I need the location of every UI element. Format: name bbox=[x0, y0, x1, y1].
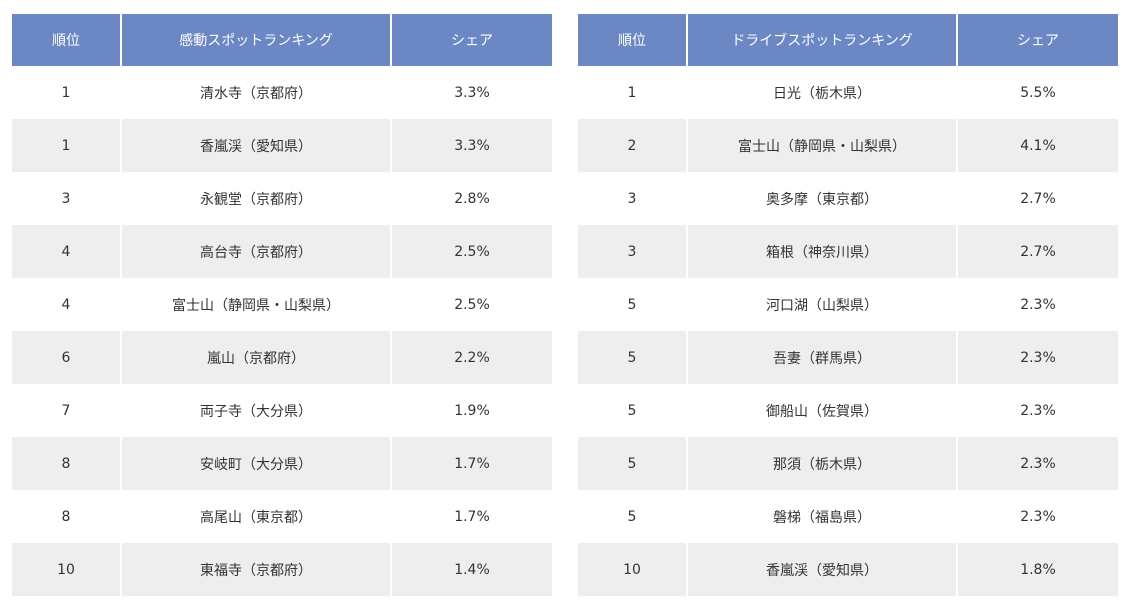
spot-name-cell: 高尾山（東京都） bbox=[121, 490, 392, 543]
rank-cell: 6 bbox=[12, 331, 122, 384]
spot-name-cell: 日光（栃木県） bbox=[687, 66, 958, 119]
rank-column-header: 順位 bbox=[12, 14, 122, 66]
spot-name-cell: 香嵐渓（愛知県） bbox=[687, 543, 958, 596]
table-row: 5 磐梯（福島県） 2.3% bbox=[578, 490, 1118, 543]
spot-name-cell: 那須（栃木県） bbox=[687, 437, 958, 490]
spot-name-cell: 清水寺（京都府） bbox=[121, 66, 392, 119]
spot-name-cell: 東福寺（京都府） bbox=[121, 543, 392, 596]
rank-cell: 1 bbox=[12, 66, 122, 119]
share-cell: 1.9% bbox=[391, 384, 552, 437]
rank-cell: 10 bbox=[12, 543, 122, 596]
rank-cell: 4 bbox=[12, 278, 122, 331]
rank-cell: 5 bbox=[578, 384, 688, 437]
table-row: 10 香嵐渓（愛知県） 1.8% bbox=[578, 543, 1118, 596]
spot-name-cell: 箱根（神奈川県） bbox=[687, 225, 958, 278]
share-cell: 2.3% bbox=[957, 331, 1118, 384]
table-row: 5 河口湖（山梨県） 2.3% bbox=[578, 278, 1118, 331]
spot-name-cell: 香嵐渓（愛知県） bbox=[121, 119, 392, 172]
rank-cell: 3 bbox=[578, 225, 688, 278]
share-cell: 2.7% bbox=[957, 225, 1118, 278]
share-cell: 2.8% bbox=[391, 172, 552, 225]
share-cell: 1.4% bbox=[391, 543, 552, 596]
rank-cell: 8 bbox=[12, 437, 122, 490]
rank-cell: 5 bbox=[578, 331, 688, 384]
spot-name-cell: 河口湖（山梨県） bbox=[687, 278, 958, 331]
share-cell: 1.7% bbox=[391, 490, 552, 543]
share-cell: 2.5% bbox=[391, 225, 552, 278]
share-cell: 5.5% bbox=[957, 66, 1118, 119]
table-row: 7 両子寺（大分県） 1.9% bbox=[12, 384, 552, 437]
spot-name-cell: 吾妻（群馬県） bbox=[687, 331, 958, 384]
share-cell: 4.1% bbox=[957, 119, 1118, 172]
table-row: 3 永観堂（京都府） 2.8% bbox=[12, 172, 552, 225]
spot-name-cell: 安岐町（大分県） bbox=[121, 437, 392, 490]
drive-spot-ranking-table: 順位 ドライブスポットランキング シェア 1 日光（栃木県） 5.5% 2 富士… bbox=[578, 14, 1118, 596]
table-header-row: 順位 ドライブスポットランキング シェア bbox=[578, 14, 1118, 66]
table-row: 1 香嵐渓（愛知県） 3.3% bbox=[12, 119, 552, 172]
table-row: 5 吾妻（群馬県） 2.3% bbox=[578, 331, 1118, 384]
rank-cell: 3 bbox=[578, 172, 688, 225]
share-cell: 2.2% bbox=[391, 331, 552, 384]
rank-cell: 10 bbox=[578, 543, 688, 596]
table-row: 10 東福寺（京都府） 1.4% bbox=[12, 543, 552, 596]
share-cell: 2.7% bbox=[957, 172, 1118, 225]
rank-cell: 7 bbox=[12, 384, 122, 437]
spot-name-cell: 高台寺（京都府） bbox=[121, 225, 392, 278]
share-cell: 2.5% bbox=[391, 278, 552, 331]
rank-cell: 2 bbox=[578, 119, 688, 172]
rank-cell: 5 bbox=[578, 437, 688, 490]
table-row: 6 嵐山（京都府） 2.2% bbox=[12, 331, 552, 384]
share-cell: 2.3% bbox=[957, 490, 1118, 543]
rank-cell: 1 bbox=[12, 119, 122, 172]
table-row: 3 奥多摩（東京都） 2.7% bbox=[578, 172, 1118, 225]
spot-name-cell: 富士山（静岡県・山梨県） bbox=[687, 119, 958, 172]
table-header-row: 順位 感動スポットランキング シェア bbox=[12, 14, 552, 66]
rank-column-header: 順位 bbox=[578, 14, 688, 66]
rank-cell: 4 bbox=[12, 225, 122, 278]
table-row: 5 御船山（佐賀県） 2.3% bbox=[578, 384, 1118, 437]
spot-name-cell: 富士山（静岡県・山梨県） bbox=[121, 278, 392, 331]
table-row: 1 清水寺（京都府） 3.3% bbox=[12, 66, 552, 119]
table-row: 1 日光（栃木県） 5.5% bbox=[578, 66, 1118, 119]
table-row: 8 高尾山（東京都） 1.7% bbox=[12, 490, 552, 543]
share-cell: 1.7% bbox=[391, 437, 552, 490]
impression-spot-column-header: 感動スポットランキング bbox=[121, 14, 392, 66]
share-cell: 2.3% bbox=[957, 278, 1118, 331]
share-cell: 3.3% bbox=[391, 66, 552, 119]
table-row: 3 箱根（神奈川県） 2.7% bbox=[578, 225, 1118, 278]
table-row: 5 那須（栃木県） 2.3% bbox=[578, 437, 1118, 490]
spot-name-cell: 嵐山（京都府） bbox=[121, 331, 392, 384]
spot-name-cell: 永観堂（京都府） bbox=[121, 172, 392, 225]
spot-name-cell: 磐梯（福島県） bbox=[687, 490, 958, 543]
table-row: 8 安岐町（大分県） 1.7% bbox=[12, 437, 552, 490]
rank-cell: 5 bbox=[578, 278, 688, 331]
spot-name-cell: 奥多摩（東京都） bbox=[687, 172, 958, 225]
impression-spot-ranking-table: 順位 感動スポットランキング シェア 1 清水寺（京都府） 3.3% 1 香嵐渓… bbox=[12, 14, 552, 596]
share-column-header: シェア bbox=[391, 14, 552, 66]
share-column-header: シェア bbox=[957, 14, 1118, 66]
share-cell: 3.3% bbox=[391, 119, 552, 172]
rank-cell: 3 bbox=[12, 172, 122, 225]
rank-cell: 1 bbox=[578, 66, 688, 119]
rank-cell: 8 bbox=[12, 490, 122, 543]
share-cell: 1.8% bbox=[957, 543, 1118, 596]
share-cell: 2.3% bbox=[957, 384, 1118, 437]
spot-name-cell: 御船山（佐賀県） bbox=[687, 384, 958, 437]
drive-spot-column-header: ドライブスポットランキング bbox=[687, 14, 958, 66]
table-row: 4 富士山（静岡県・山梨県） 2.5% bbox=[12, 278, 552, 331]
table-row: 4 高台寺（京都府） 2.5% bbox=[12, 225, 552, 278]
rank-cell: 5 bbox=[578, 490, 688, 543]
share-cell: 2.3% bbox=[957, 437, 1118, 490]
spot-name-cell: 両子寺（大分県） bbox=[121, 384, 392, 437]
table-row: 2 富士山（静岡県・山梨県） 4.1% bbox=[578, 119, 1118, 172]
